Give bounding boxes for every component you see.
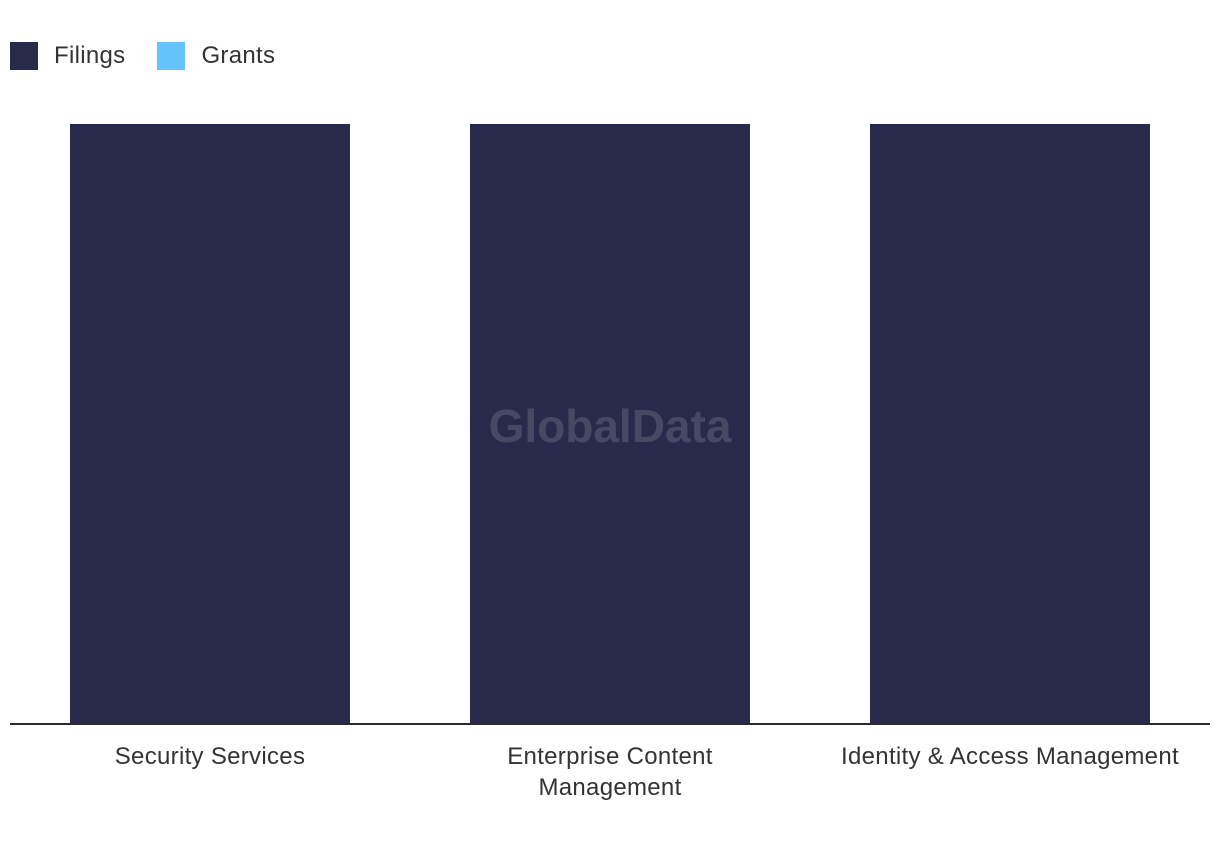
bar-filings-1[interactable] xyxy=(70,124,350,724)
x-tick-label-1: Security Services xyxy=(115,743,306,770)
legend-label-grants: Grants xyxy=(201,42,276,69)
bars-group xyxy=(70,124,1150,724)
legend-swatch-grants xyxy=(157,42,186,70)
bar-filings-3[interactable] xyxy=(870,124,1150,724)
watermark: GlobalData xyxy=(489,400,732,452)
bar-filings-2[interactable] xyxy=(470,124,750,724)
x-tick-label-2: Enterprise Content Management xyxy=(507,743,713,801)
chart-legend: Filings Grants xyxy=(10,42,307,70)
legend-item-filings[interactable]: Filings xyxy=(10,42,125,70)
legend-label-filings: Filings xyxy=(54,42,126,69)
legend-item-grants[interactable]: Grants xyxy=(157,42,275,70)
legend-swatch-filings xyxy=(10,42,38,70)
x-axis-tick-labels: Security Services Enterprise Content Manag… xyxy=(115,743,1179,801)
x-tick-label-3: Identity & Access Management xyxy=(841,743,1179,770)
